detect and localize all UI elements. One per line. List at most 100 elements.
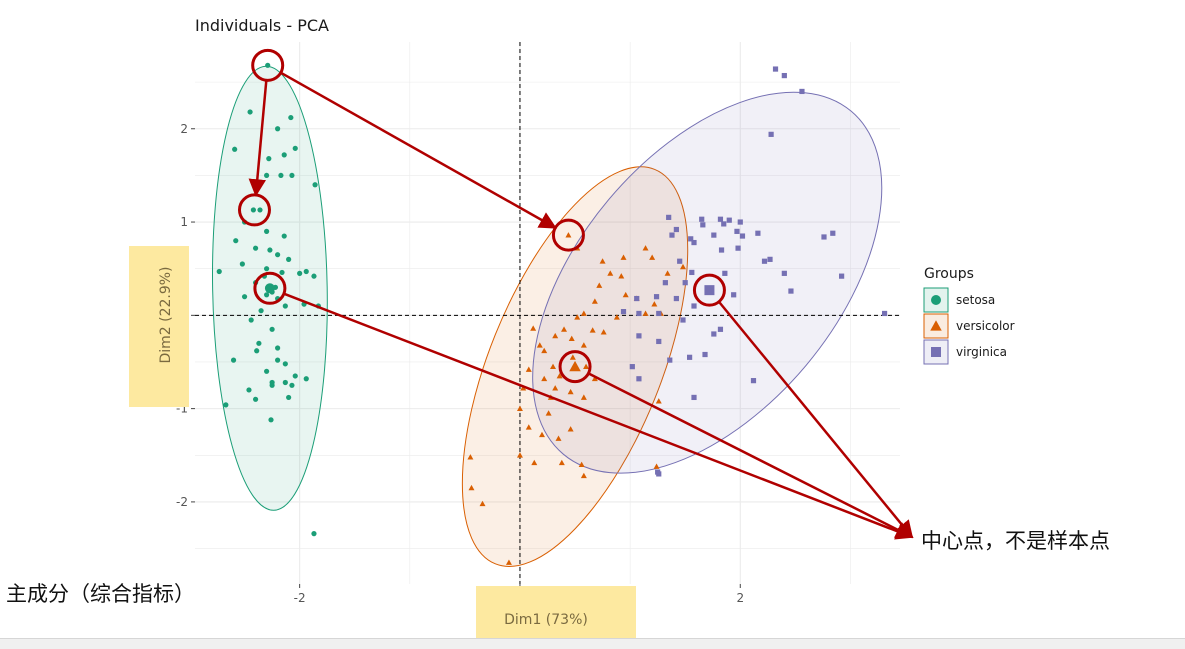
point-setosa <box>247 109 253 115</box>
point-virginica <box>687 354 693 360</box>
point-setosa <box>289 382 295 388</box>
point-virginica <box>680 317 686 323</box>
point-versicolor <box>541 375 548 382</box>
centroid-setosa <box>264 283 275 294</box>
point-virginica <box>666 214 672 220</box>
legend-marker-versicolor <box>930 320 942 331</box>
centroid-virginica <box>704 285 715 296</box>
point-setosa <box>223 402 229 408</box>
point-setosa <box>230 357 237 363</box>
point-versicolor <box>552 385 559 391</box>
point-setosa <box>286 256 292 262</box>
y-tick-label: -1 <box>176 402 188 416</box>
point-virginica <box>772 66 779 72</box>
point-versicolor <box>613 314 620 320</box>
y-tick-label: 1 <box>180 215 188 229</box>
legend-marker-setosa <box>931 295 941 305</box>
point-setosa <box>266 156 272 162</box>
chart-title: Individuals - PCA <box>195 16 329 35</box>
point-versicolor <box>567 388 574 395</box>
point-virginica <box>655 469 661 475</box>
point-virginica <box>839 273 845 279</box>
point-versicolor <box>600 329 607 335</box>
legend-label-versicolor: versicolor <box>956 319 1015 333</box>
point-virginica <box>629 364 635 370</box>
point-setosa <box>289 172 295 179</box>
centroid-versicolor <box>569 360 581 372</box>
point-virginica <box>636 310 642 317</box>
point-versicolor <box>567 426 574 432</box>
point-virginica <box>881 310 888 317</box>
point-setosa <box>269 326 275 332</box>
point-versicolor <box>556 372 563 379</box>
point-virginica <box>717 326 724 332</box>
point-versicolor <box>558 459 565 466</box>
point-setosa <box>232 146 238 152</box>
y-tick-label: 2 <box>180 122 188 136</box>
point-versicolor <box>664 270 671 276</box>
point-virginica <box>662 280 668 286</box>
highlight-circle <box>551 218 585 252</box>
point-setosa <box>275 126 281 132</box>
point-setosa <box>303 376 309 382</box>
y-axis-title: Dim2 (22.9%) <box>158 266 174 363</box>
point-versicolor <box>578 461 585 467</box>
point-setosa <box>292 145 298 151</box>
centroid-callout-text: 中心点，不是样本点 <box>921 529 1110 553</box>
point-setosa <box>265 62 271 68</box>
y-tick-label: -2 <box>176 495 188 509</box>
point-setosa <box>297 270 303 276</box>
point-setosa <box>281 152 287 158</box>
group-centroids <box>264 283 715 372</box>
point-setosa <box>282 303 288 309</box>
highlight-circle <box>253 271 287 305</box>
point-versicolor <box>525 424 532 430</box>
point-versicolor <box>536 342 543 348</box>
point-setosa <box>278 172 284 179</box>
point-setosa <box>254 348 260 354</box>
point-virginica <box>689 269 695 276</box>
point-virginica <box>656 338 662 345</box>
point-versicolor <box>580 342 587 348</box>
point-versicolor <box>550 363 556 370</box>
point-versicolor <box>649 254 656 260</box>
point-virginica <box>691 303 697 309</box>
point-setosa <box>282 361 288 367</box>
point-virginica <box>755 230 761 236</box>
principal-component-text: 主成分（综合指标） <box>6 582 195 606</box>
legend-label-virginica: virginica <box>956 345 1007 359</box>
point-virginica <box>750 378 757 384</box>
point-virginica <box>673 226 679 233</box>
centroid-callout-arrow <box>283 292 914 540</box>
point-setosa <box>264 266 270 272</box>
point-setosa <box>312 182 318 188</box>
point-setosa <box>264 368 270 374</box>
point-versicolor <box>539 431 545 438</box>
point-versicolor <box>525 366 532 372</box>
point-setosa <box>286 394 292 401</box>
point-virginica <box>821 234 827 240</box>
point-versicolor <box>655 398 662 404</box>
point-virginica <box>636 376 642 382</box>
point-versicolor <box>596 282 603 288</box>
legend-label-setosa: setosa <box>956 293 995 307</box>
point-setosa <box>264 292 270 298</box>
point-versicolor <box>589 327 596 333</box>
highlight-circle <box>692 273 726 307</box>
point-virginica <box>677 258 683 264</box>
point-virginica <box>620 309 627 315</box>
point-virginica <box>781 270 787 276</box>
x-axis-label-highlight <box>476 586 636 639</box>
point-versicolor <box>580 472 587 479</box>
point-setosa <box>264 228 270 234</box>
point-versicolor <box>516 405 523 412</box>
point-setosa <box>311 273 317 279</box>
point-virginica <box>691 394 697 401</box>
point-virginica <box>688 236 694 242</box>
point-virginica <box>636 333 642 339</box>
point-versicolor <box>479 500 486 507</box>
point-versicolor <box>653 463 660 469</box>
point-virginica <box>830 230 836 236</box>
point-versicolor <box>591 298 598 304</box>
